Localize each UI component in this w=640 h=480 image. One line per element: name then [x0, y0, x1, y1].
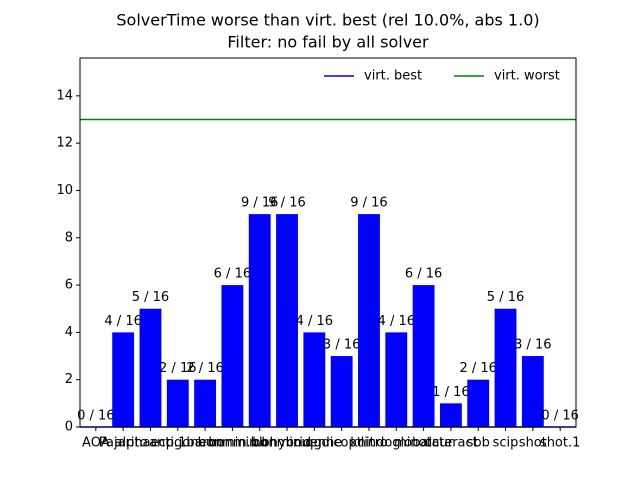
y-tick-label: 0 [65, 420, 73, 435]
bar [439, 403, 462, 427]
bar [139, 308, 162, 427]
value-label: 2 / 16 [159, 361, 196, 376]
x-tick-label: AOA [82, 436, 110, 451]
chart-title: SolverTime worse than virt. best (rel 10… [116, 11, 539, 30]
x-tick-label: bonmin.qg [252, 436, 322, 451]
y-tick-label: 2 [65, 372, 73, 387]
bar [330, 356, 353, 427]
value-label: 2 / 16 [459, 361, 496, 376]
value-label: 1 / 16 [432, 385, 469, 400]
plot-frame [79, 57, 577, 428]
x-tick-label: couenne [286, 436, 342, 451]
bar [166, 379, 189, 427]
bar [385, 332, 408, 427]
y-tick-label: 14 [56, 88, 73, 103]
x-tick-label: shot [519, 436, 547, 451]
y-tick-label: 10 [56, 183, 73, 198]
x-tick-label: antigone [149, 436, 206, 451]
bar [358, 214, 380, 427]
x-tick-label: baron [186, 436, 223, 451]
bar [276, 214, 298, 427]
legend-label: virt. worst [494, 69, 560, 84]
bar [194, 379, 217, 427]
value-label: 3 / 16 [514, 338, 551, 353]
value-label: 3 / 16 [323, 338, 360, 353]
value-label: 9 / 16 [350, 196, 387, 211]
value-label: 6 / 16 [405, 267, 442, 282]
x-tick-label: scip [493, 436, 519, 451]
value-label: 9 / 16 [241, 196, 278, 211]
y-tick-label: 6 [65, 278, 73, 293]
x-tick-label: octeract [424, 436, 478, 451]
value-label: 0 / 16 [541, 409, 578, 424]
value-label: 4 / 16 [378, 314, 415, 329]
bar [112, 332, 135, 427]
bar [494, 308, 517, 427]
value-label: 4 / 16 [296, 314, 333, 329]
bar [248, 214, 271, 427]
chart-subtitle: Filter: no fail by all solver [227, 33, 429, 52]
y-tick-label: 8 [65, 230, 73, 245]
x-tick-label: dicopt [321, 436, 361, 451]
value-label: 5 / 16 [487, 290, 524, 305]
bar [221, 285, 244, 427]
bar [303, 332, 326, 427]
bar [467, 379, 490, 427]
y-tick-label: 4 [65, 325, 73, 340]
value-label: 9 / 16 [268, 196, 305, 211]
value-label: 6 / 16 [214, 267, 251, 282]
value-label: 2 / 16 [186, 361, 223, 376]
bar [521, 356, 544, 427]
legend-label: virt. best [364, 69, 422, 84]
x-tick-label: bonmin.bb [198, 436, 268, 451]
x-tick-label: shot.1 [540, 436, 580, 451]
value-label: 0 / 16 [77, 409, 114, 424]
value-label: 4 / 16 [104, 314, 141, 329]
bar [412, 285, 435, 427]
x-tick-label: knitro [350, 436, 388, 451]
x-tick-label: minotaur [394, 436, 454, 451]
value-label: 5 / 16 [132, 290, 169, 305]
x-tick-label: lindoglobal [361, 436, 432, 451]
x-tick-label: alphaecp.1 [115, 436, 187, 451]
x-tick-label: Pajarito [99, 436, 148, 451]
x-tick-label: bonmin.bhybrid [208, 436, 311, 451]
x-tick-label: sbb [467, 436, 490, 451]
y-tick-label: 12 [56, 136, 73, 151]
